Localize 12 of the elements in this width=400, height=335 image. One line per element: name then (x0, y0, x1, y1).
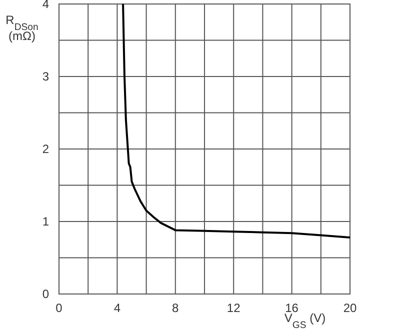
line-series (122, 3, 351, 238)
y-tick-label: 1 (42, 214, 50, 228)
x-tick-label: 12 (226, 301, 241, 315)
y-tick-label: 3 (42, 70, 50, 84)
y-tick-label: 2 (42, 142, 50, 156)
y-axis-title: R$_{DSon}$ (mΩ) (6, 13, 38, 43)
x-tick-label: 20 (343, 301, 357, 315)
y-tick-label: 4 (42, 0, 50, 11)
x-tick-label: 4 (114, 301, 121, 315)
x-tick-label: 0 (56, 301, 63, 315)
y-tick-label: 0 (42, 287, 50, 301)
x-tick-label: 8 (172, 301, 180, 315)
